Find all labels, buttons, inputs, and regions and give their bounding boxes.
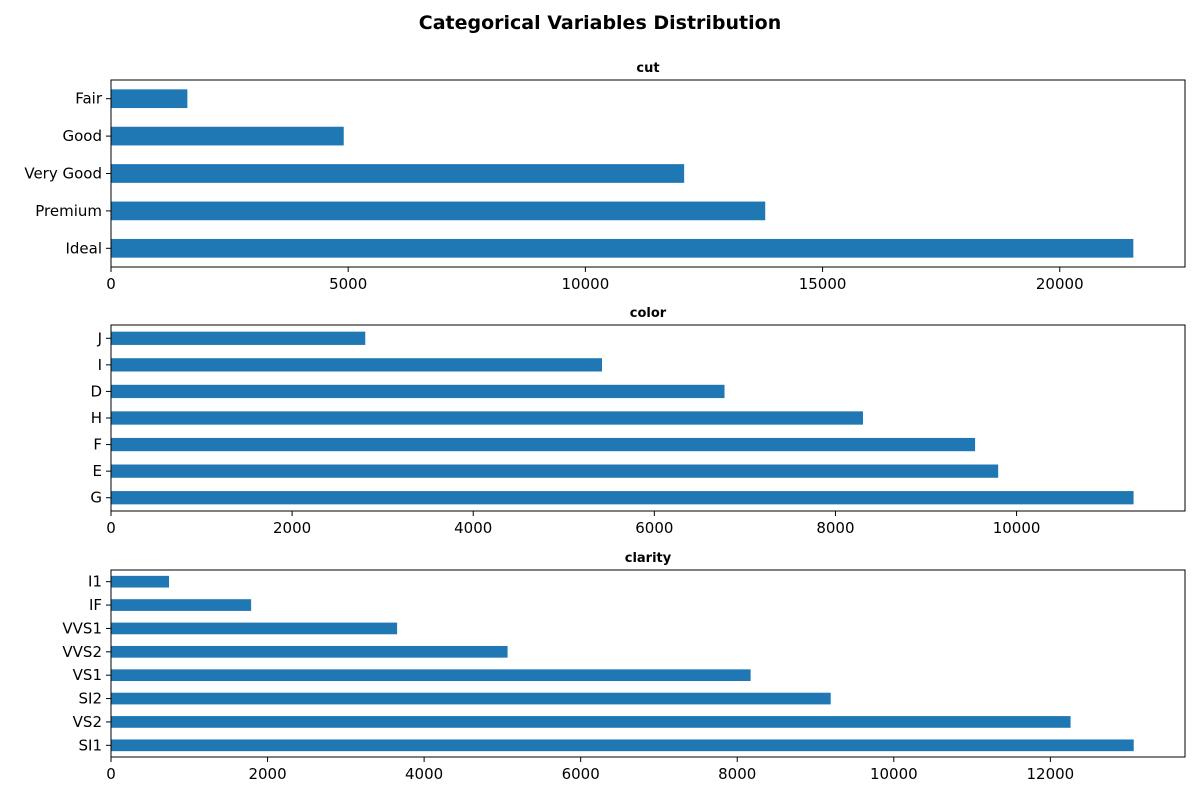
bar-color-i <box>111 358 602 372</box>
figure-title: Categorical Variables Distribution <box>418 12 782 34</box>
bar-color-d <box>111 384 725 399</box>
bar-color-h <box>111 411 863 425</box>
bar-cut-premium <box>111 201 766 221</box>
xtick-label-clarity-10000: 10000 <box>870 765 918 783</box>
bar-clarity-vs1 <box>111 669 751 682</box>
xtick-label-color-2000: 2000 <box>273 519 311 537</box>
xtick-label-cut-0: 0 <box>106 275 116 293</box>
xtick-label-cut-20000: 20000 <box>1036 275 1084 293</box>
ytick-label-clarity-vvs2: VVS2 <box>62 643 102 661</box>
bar-cut-good <box>111 126 344 146</box>
ytick-label-clarity-vs2: VS2 <box>73 713 102 731</box>
ytick-label-clarity-i1: I1 <box>88 573 102 591</box>
ytick-label-color-j: J <box>97 329 102 347</box>
xtick-label-cut-5000: 5000 <box>329 275 367 293</box>
xtick-label-cut-10000: 10000 <box>562 275 610 293</box>
ytick-label-color-d: D <box>90 382 102 400</box>
bar-color-e <box>111 464 999 478</box>
xtick-label-clarity-6000: 6000 <box>562 765 600 783</box>
ytick-label-color-i: I <box>98 356 102 374</box>
xtick-label-color-4000: 4000 <box>454 519 492 537</box>
ytick-label-color-h: H <box>91 409 102 427</box>
xtick-label-clarity-0: 0 <box>106 765 116 783</box>
ytick-label-cut-ideal: Ideal <box>65 239 102 257</box>
subplot-title-color: color <box>630 306 667 321</box>
bar-color-g <box>111 491 1134 505</box>
xtick-label-clarity-8000: 8000 <box>718 765 756 783</box>
ytick-label-cut-good: Good <box>63 127 103 145</box>
xtick-label-clarity-2000: 2000 <box>248 765 286 783</box>
xtick-label-color-8000: 8000 <box>816 519 854 537</box>
xtick-label-color-0: 0 <box>106 519 116 537</box>
bar-clarity-if <box>111 599 252 611</box>
xtick-label-clarity-4000: 4000 <box>405 765 443 783</box>
axes-frame-color <box>110 324 1186 512</box>
subplot-title-clarity: clarity <box>625 551 672 566</box>
ytick-label-clarity-if: IF <box>89 596 102 614</box>
xtick-label-clarity-12000: 12000 <box>1026 765 1074 783</box>
bar-cut-very-good <box>111 164 685 183</box>
bar-cut-fair <box>111 89 188 109</box>
subplot-title-cut: cut <box>636 61 659 76</box>
ytick-label-color-g: G <box>90 489 102 507</box>
axes-frame-clarity <box>110 569 1186 758</box>
bar-clarity-si1 <box>111 739 1134 752</box>
bar-clarity-si2 <box>111 692 831 705</box>
bar-color-f <box>111 437 976 452</box>
ytick-label-cut-fair: Fair <box>75 90 103 108</box>
bar-clarity-vvs2 <box>111 645 508 658</box>
xtick-label-cut-15000: 15000 <box>799 275 847 293</box>
ytick-label-color-f: F <box>93 436 102 454</box>
bar-clarity-vvs1 <box>111 622 398 635</box>
ytick-label-clarity-vs1: VS1 <box>73 666 102 684</box>
xtick-label-color-6000: 6000 <box>635 519 673 537</box>
ytick-label-clarity-si2: SI2 <box>79 690 103 708</box>
ytick-label-clarity-vvs1: VVS1 <box>62 619 102 637</box>
axes-frame-cut <box>110 79 1186 268</box>
bar-clarity-i1 <box>111 575 170 588</box>
ytick-label-clarity-si1: SI1 <box>79 736 103 754</box>
bar-clarity-vs2 <box>111 716 1071 728</box>
bar-color-j <box>111 331 366 345</box>
ytick-label-color-e: E <box>93 462 102 480</box>
xtick-label-color-10000: 10000 <box>993 519 1041 537</box>
bar-cut-ideal <box>111 238 1134 258</box>
ytick-label-cut-premium: Premium <box>35 202 102 220</box>
ytick-label-cut-very-good: Very Good <box>24 165 102 183</box>
